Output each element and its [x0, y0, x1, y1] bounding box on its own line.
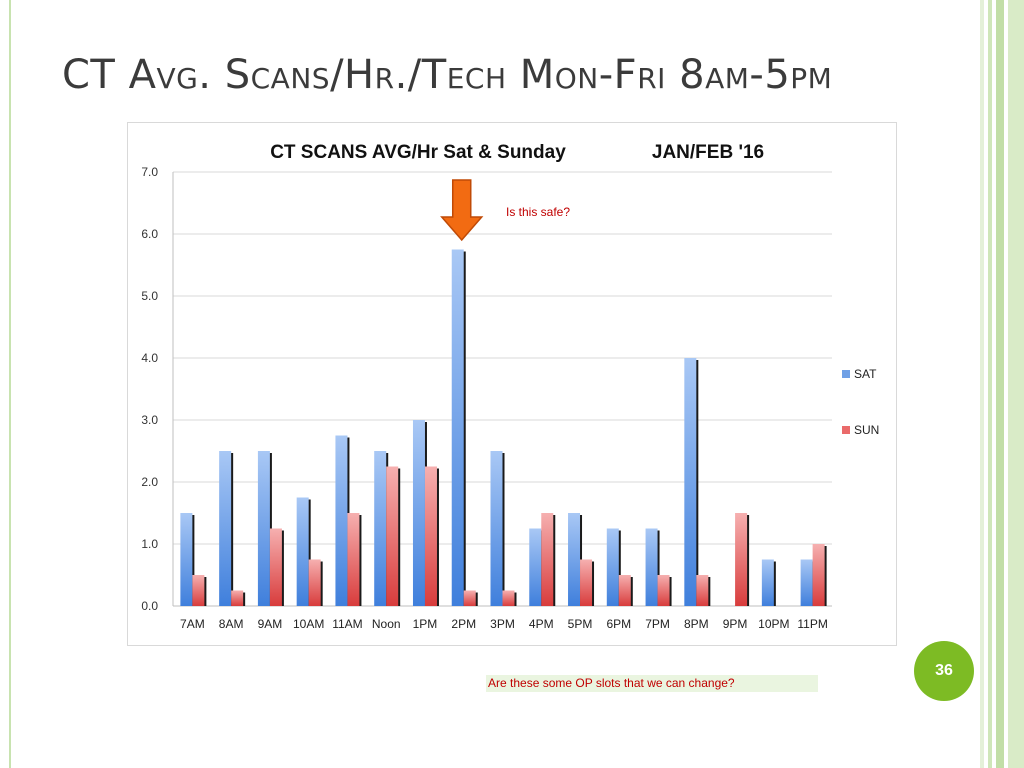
title-segment: /H [330, 52, 375, 98]
bar-sat [412, 420, 425, 606]
slide-title: CT Avg. Scans/Hr./Tech Mon-Fri 8am-5pm [62, 52, 832, 98]
title-segment: cans [250, 52, 331, 98]
bar-sat [800, 559, 813, 606]
x-tick-label: Noon [372, 617, 401, 631]
y-tick-label: 1.0 [141, 537, 158, 551]
y-tick-label: 0.0 [141, 599, 158, 613]
bar-sat [335, 435, 348, 606]
x-tick-label: 6PM [606, 617, 631, 631]
x-tick-label: 11AM [332, 617, 362, 631]
x-tick-label: 10PM [758, 617, 789, 631]
title-segment: pm [790, 52, 833, 98]
bar-sun [735, 513, 748, 606]
bar-sat [257, 451, 270, 606]
bar-sun [463, 590, 476, 606]
title-segment: 8 [679, 52, 706, 98]
chart-title: CT SCANS AVG/Hr Sat & Sunday [270, 142, 566, 163]
bar-sun [812, 544, 825, 606]
title-segment: M [519, 52, 555, 98]
x-tick-label: 9AM [258, 617, 283, 631]
bar-sat [374, 451, 387, 606]
bar-sun [231, 590, 244, 606]
bar-sun [580, 559, 593, 606]
left-decor-bar [0, 0, 11, 768]
bar-sat [490, 451, 503, 606]
bar-sun [696, 575, 709, 606]
bar-sat [684, 358, 697, 606]
y-tick-label: 5.0 [141, 289, 158, 303]
bottom-note: Are these some OP slots that we can chan… [486, 675, 818, 692]
title-segment: S [224, 52, 251, 98]
right-decor-strip [1008, 0, 1024, 768]
right-decor-strip [996, 0, 1004, 768]
bar-sun [424, 466, 437, 606]
y-tick-label: 2.0 [141, 475, 158, 489]
x-tick-label: 7PM [645, 617, 670, 631]
title-segment: /T [407, 52, 447, 98]
legend-label-sat: SAT [854, 367, 877, 381]
down-arrow-icon [440, 179, 484, 242]
bar-sat [219, 451, 232, 606]
y-tick-label: 6.0 [141, 227, 158, 241]
x-tick-label: 5PM [568, 617, 593, 631]
bar-sun [618, 575, 631, 606]
x-tick-label: 9PM [723, 617, 748, 631]
page-number: 36 [935, 662, 953, 679]
chart-subtitle: JAN/FEB '16 [652, 142, 764, 163]
x-tick-label: 7AM [180, 617, 205, 631]
bar-sat [180, 513, 193, 606]
title-segment: -5 [749, 52, 791, 98]
title-segment: ech [446, 52, 520, 98]
x-tick-label: 1PM [413, 617, 438, 631]
annotation-text: Is this safe? [506, 205, 570, 219]
bar-sat [606, 528, 619, 606]
right-decor-strip [980, 0, 984, 768]
title-segment: r. [374, 52, 408, 98]
bar-sun [192, 575, 205, 606]
bar-chart: CT SCANS AVG/Hr Sat & Sunday JAN/FEB '16 0… [141, 142, 879, 631]
title-segment: CT A [62, 52, 157, 98]
bar-sat [761, 559, 774, 606]
bar-sat [645, 528, 658, 606]
x-tick-label: 8AM [219, 617, 244, 631]
chart-frame: CT SCANS AVG/Hr Sat & Sunday JAN/FEB '16 0… [127, 122, 897, 646]
bar-sun [308, 559, 321, 606]
x-tick-label: 8PM [684, 617, 709, 631]
x-tick-label: 3PM [490, 617, 515, 631]
right-decor-strip [988, 0, 992, 768]
title-segment: -F [598, 52, 638, 98]
bar-sun [541, 513, 554, 606]
title-segment: am [705, 52, 750, 98]
bar-sat [568, 513, 581, 606]
bar-sun [386, 466, 399, 606]
title-segment: ri [637, 52, 680, 98]
bar-sat [451, 249, 464, 606]
bar-sun [502, 590, 515, 606]
bar-sun [347, 513, 360, 606]
legend-label-sun: SUN [854, 423, 879, 437]
title-segment: on [554, 52, 599, 98]
x-tick-label: 10AM [293, 617, 324, 631]
x-tick-label: 2PM [451, 617, 476, 631]
x-tick-label: 4PM [529, 617, 554, 631]
legend-swatch-sun [842, 426, 850, 434]
bar-sun [269, 528, 282, 606]
y-tick-label: 3.0 [141, 413, 158, 427]
page-number-badge: 36 [914, 641, 974, 701]
bar-sat [296, 497, 309, 606]
bar-sat [529, 528, 542, 606]
x-tick-label: 11PM [797, 617, 827, 631]
y-tick-label: 4.0 [141, 351, 158, 365]
legend-swatch-sat [842, 370, 850, 378]
bar-sun [657, 575, 670, 606]
y-tick-label: 7.0 [141, 165, 158, 179]
title-segment: vg. [156, 52, 225, 98]
